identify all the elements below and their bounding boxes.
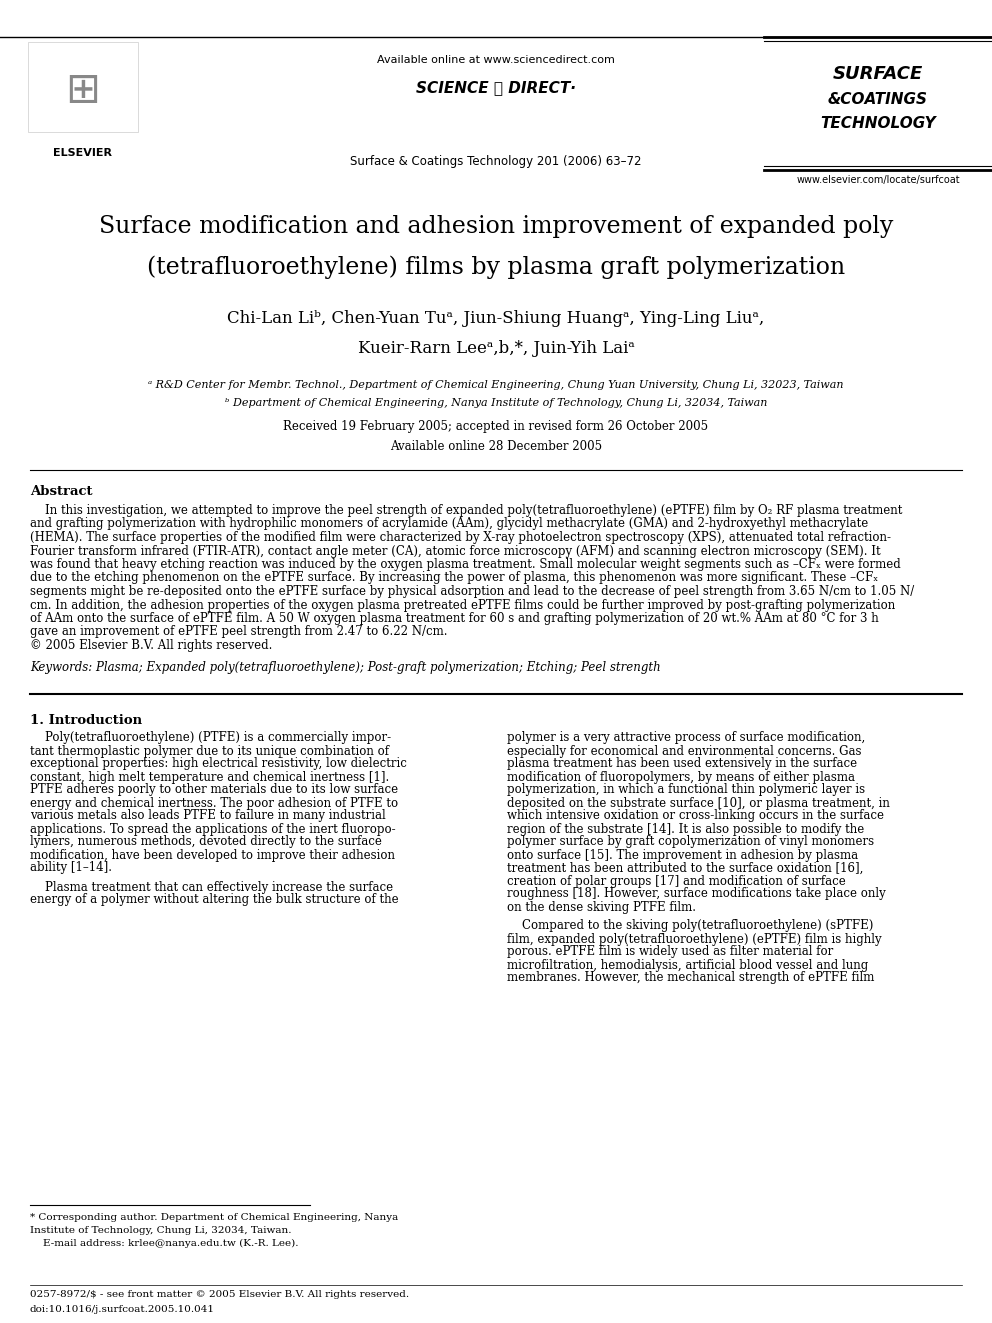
Text: (HEMA). The surface properties of the modified film were characterized by X-ray : (HEMA). The surface properties of the mo…: [30, 531, 891, 544]
Text: Keywords: Plasma; Expanded poly(tetrafluoroethylene); Post-graft polymerization;: Keywords: Plasma; Expanded poly(tetraflu…: [30, 660, 661, 673]
Text: and grafting polymerization with hydrophilic monomers of acrylamide (AAm), glyci: and grafting polymerization with hydroph…: [30, 517, 868, 531]
Text: &COATINGS: &COATINGS: [828, 93, 928, 107]
Text: film, expanded poly(tetrafluoroethylene) (ePTFE) film is highly: film, expanded poly(tetrafluoroethylene)…: [507, 933, 882, 946]
Text: energy and chemical inertness. The poor adhesion of PTFE to: energy and chemical inertness. The poor …: [30, 796, 398, 810]
Text: Poly(tetrafluoroethylene) (PTFE) is a commercially impor-: Poly(tetrafluoroethylene) (PTFE) is a co…: [30, 732, 391, 745]
Text: ⊞: ⊞: [65, 69, 100, 111]
Text: creation of polar groups [17] and modification of surface: creation of polar groups [17] and modifi…: [507, 875, 846, 888]
Text: Fourier transform infrared (FTIR-ATR), contact angle meter (CA), atomic force mi: Fourier transform infrared (FTIR-ATR), c…: [30, 545, 881, 557]
Text: various metals also leads PTFE to failure in many industrial: various metals also leads PTFE to failur…: [30, 810, 386, 823]
Text: Available online at www.sciencedirect.com: Available online at www.sciencedirect.co…: [377, 56, 615, 65]
Text: polymer is a very attractive process of surface modification,: polymer is a very attractive process of …: [507, 732, 865, 745]
Text: deposited on the substrate surface [10], or plasma treatment, in: deposited on the substrate surface [10],…: [507, 796, 890, 810]
Text: membranes. However, the mechanical strength of ePTFE film: membranes. However, the mechanical stren…: [507, 971, 874, 984]
Text: E-mail address: krlee@nanya.edu.tw (K.-R. Lee).: E-mail address: krlee@nanya.edu.tw (K.-R…: [30, 1240, 299, 1248]
Text: ᵃ R&D Center for Membr. Technol., Department of Chemical Engineering, Chung Yuan: ᵃ R&D Center for Membr. Technol., Depart…: [148, 380, 844, 390]
Text: applications. To spread the applications of the inert fluoropo-: applications. To spread the applications…: [30, 823, 396, 836]
Text: PTFE adheres poorly to other materials due to its low surface: PTFE adheres poorly to other materials d…: [30, 783, 398, 796]
Text: cm. In addition, the adhesion properties of the oxygen plasma pretreated ePTFE f: cm. In addition, the adhesion properties…: [30, 598, 895, 611]
Text: Chi-Lan Liᵇ, Chen-Yuan Tuᵃ, Jiun-Shiung Huangᵃ, Ying-Ling Liuᵃ,: Chi-Lan Liᵇ, Chen-Yuan Tuᵃ, Jiun-Shiung …: [227, 310, 765, 327]
Text: SURFACE: SURFACE: [833, 65, 923, 83]
Text: modification of fluoropolymers, by means of either plasma: modification of fluoropolymers, by means…: [507, 770, 855, 783]
Text: segments might be re-deposited onto the ePTFE surface by physical adsorption and: segments might be re-deposited onto the …: [30, 585, 915, 598]
Text: Abstract: Abstract: [30, 486, 92, 497]
Text: doi:10.1016/j.surfcoat.2005.10.041: doi:10.1016/j.surfcoat.2005.10.041: [30, 1304, 215, 1314]
Text: microfiltration, hemodialysis, artificial blood vessel and lung: microfiltration, hemodialysis, artificia…: [507, 958, 868, 971]
Text: ELSEVIER: ELSEVIER: [54, 148, 112, 157]
Text: 0257-8972/$ - see front matter © 2005 Elsevier B.V. All rights reserved.: 0257-8972/$ - see front matter © 2005 El…: [30, 1290, 409, 1299]
Text: Surface modification and adhesion improvement of expanded poly: Surface modification and adhesion improv…: [99, 216, 893, 238]
Text: © 2005 Elsevier B.V. All rights reserved.: © 2005 Elsevier B.V. All rights reserved…: [30, 639, 273, 652]
Text: In this investigation, we attempted to improve the peel strength of expanded pol: In this investigation, we attempted to i…: [30, 504, 903, 517]
Text: modification, have been developed to improve their adhesion: modification, have been developed to imp…: [30, 848, 395, 861]
Text: was found that heavy etching reaction was induced by the oxygen plasma treatment: was found that heavy etching reaction wa…: [30, 558, 901, 572]
Text: roughness [18]. However, surface modifications take place only: roughness [18]. However, surface modific…: [507, 888, 886, 901]
Text: of AAm onto the surface of ePTFE film. A 50 W oxygen plasma treatment for 60 s a: of AAm onto the surface of ePTFE film. A…: [30, 613, 879, 624]
Text: www.elsevier.com/locate/surfcoat: www.elsevier.com/locate/surfcoat: [797, 175, 959, 185]
Text: region of the substrate [14]. It is also possible to modify the: region of the substrate [14]. It is also…: [507, 823, 864, 836]
Text: polymerization, in which a functional thin polymeric layer is: polymerization, in which a functional th…: [507, 783, 865, 796]
Text: (tetrafluoroethylene) films by plasma graft polymerization: (tetrafluoroethylene) films by plasma gr…: [147, 255, 845, 279]
Text: due to the etching phenomenon on the ePTFE surface. By increasing the power of p: due to the etching phenomenon on the ePT…: [30, 572, 878, 585]
Text: lymers, numerous methods, devoted directly to the surface: lymers, numerous methods, devoted direct…: [30, 836, 382, 848]
Text: which intensive oxidation or cross-linking occurs in the surface: which intensive oxidation or cross-linki…: [507, 810, 884, 823]
Text: onto surface [15]. The improvement in adhesion by plasma: onto surface [15]. The improvement in ad…: [507, 848, 858, 861]
Text: TECHNOLOGY: TECHNOLOGY: [820, 116, 935, 131]
Text: exceptional properties: high electrical resistivity, low dielectric: exceptional properties: high electrical …: [30, 758, 407, 770]
Text: Compared to the skiving poly(tetrafluoroethylene) (sPTFE): Compared to the skiving poly(tetrafluoro…: [507, 919, 873, 933]
Text: * Corresponding author. Department of Chemical Engineering, Nanya: * Corresponding author. Department of Ch…: [30, 1213, 398, 1222]
Text: Available online 28 December 2005: Available online 28 December 2005: [390, 441, 602, 452]
Text: Institute of Technology, Chung Li, 32034, Taiwan.: Institute of Technology, Chung Li, 32034…: [30, 1226, 292, 1234]
Text: ᵇ Department of Chemical Engineering, Nanya Institute of Technology, Chung Li, 3: ᵇ Department of Chemical Engineering, Na…: [225, 398, 767, 407]
Text: gave an improvement of ePTFE peel strength from 2.47 to 6.22 N/cm.: gave an improvement of ePTFE peel streng…: [30, 626, 447, 639]
Text: 1. Introduction: 1. Introduction: [30, 713, 142, 726]
Text: Plasma treatment that can effectively increase the surface: Plasma treatment that can effectively in…: [30, 881, 393, 893]
Text: energy of a polymer without altering the bulk structure of the: energy of a polymer without altering the…: [30, 893, 399, 906]
Text: Kueir-Rarn Leeᵃ,b,*, Juin-Yih Laiᵃ: Kueir-Rarn Leeᵃ,b,*, Juin-Yih Laiᵃ: [358, 340, 634, 357]
Text: especially for economical and environmental concerns. Gas: especially for economical and environmen…: [507, 745, 861, 758]
Text: Received 19 February 2005; accepted in revised form 26 October 2005: Received 19 February 2005; accepted in r…: [284, 419, 708, 433]
Text: plasma treatment has been used extensively in the surface: plasma treatment has been used extensive…: [507, 758, 857, 770]
Text: treatment has been attributed to the surface oxidation [16],: treatment has been attributed to the sur…: [507, 861, 863, 875]
Text: on the dense skiving PTFE film.: on the dense skiving PTFE film.: [507, 901, 696, 913]
Text: tant thermoplastic polymer due to its unique combination of: tant thermoplastic polymer due to its un…: [30, 745, 389, 758]
Text: constant, high melt temperature and chemical inertness [1].: constant, high melt temperature and chem…: [30, 770, 389, 783]
Text: polymer surface by graft copolymerization of vinyl monomers: polymer surface by graft copolymerizatio…: [507, 836, 874, 848]
Text: SCIENCE ⓓ DIRECT·: SCIENCE ⓓ DIRECT·: [416, 79, 576, 95]
Text: Surface & Coatings Technology 201 (2006) 63–72: Surface & Coatings Technology 201 (2006)…: [350, 155, 642, 168]
Text: porous. ePTFE film is widely used as filter material for: porous. ePTFE film is widely used as fil…: [507, 946, 833, 958]
Text: ability [1–14].: ability [1–14].: [30, 861, 112, 875]
